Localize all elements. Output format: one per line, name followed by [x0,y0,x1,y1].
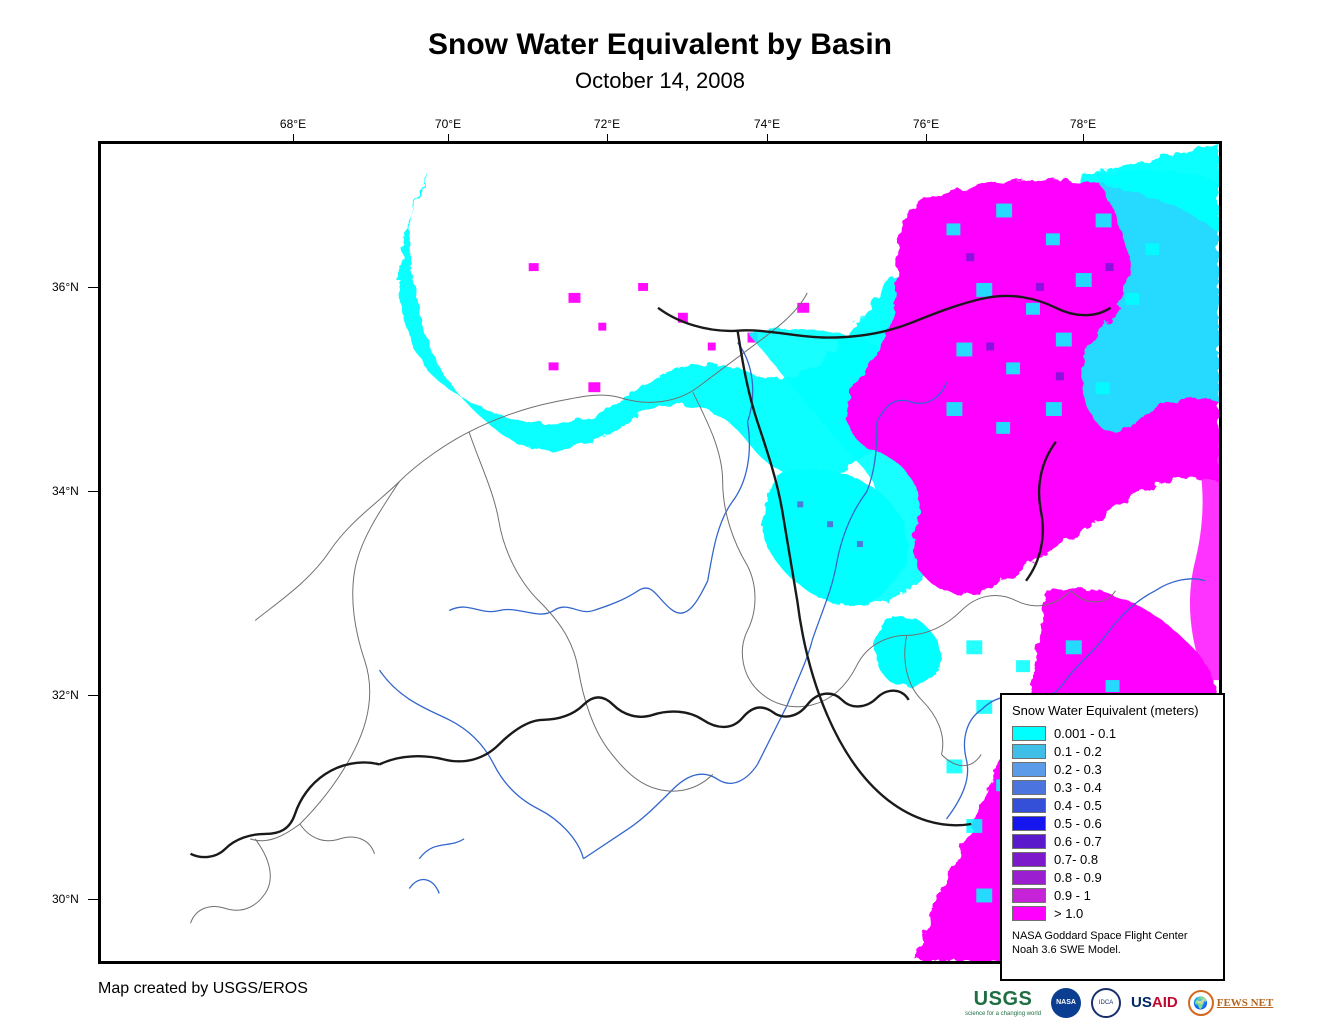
legend-label-10: > 1.0 [1054,906,1083,921]
legend-label-0: 0.001 - 0.1 [1054,726,1116,741]
title-block: Snow Water Equivalent by Basin October 1… [0,28,1320,94]
legend-row-0: 0.001 - 0.1 [1012,726,1213,741]
legend-label-7: 0.7- 0.8 [1054,852,1098,867]
logos-bar: USGS science for a changing world NASA I… [965,985,1320,1020]
lon-label-76: 76°E [913,117,939,131]
legend-row-5: 0.5 - 0.6 [1012,816,1213,831]
map-page: Snow Water Equivalent by Basin October 1… [0,0,1320,1020]
lon-label-72: 72°E [594,117,620,131]
legend-label-1: 0.1 - 0.2 [1054,744,1102,759]
legend-row-8: 0.8 - 0.9 [1012,870,1213,885]
legend-label-2: 0.2 - 0.3 [1054,762,1102,777]
usaid-aid-text: AID [1152,994,1178,1011]
nasa-icon: NASA [1051,988,1081,1018]
legend-row-2: 0.2 - 0.3 [1012,762,1213,777]
usaid-wordmark: USAID [1131,994,1178,1011]
lon-label-74: 74°E [754,117,780,131]
lat-label-34: 34°N [52,484,79,498]
legend-swatch-4 [1012,798,1046,813]
legend-swatch-0 [1012,726,1046,741]
sub-title: October 14, 2008 [0,68,1320,94]
legend-items-list: 0.001 - 0.1 0.1 - 0.2 0.2 - 0.3 0.3 - 0.… [1012,726,1213,921]
usgs-logo: USGS science for a changing world [965,988,1041,1017]
usgs-subtext: science for a changing world [965,1011,1041,1017]
lat-label-32: 32°N [52,688,79,702]
fewsnet-wordmark: FEWS NET [1217,997,1274,1009]
legend-row-10: > 1.0 [1012,906,1213,921]
legend-source: NASA Goddard Space Flight Center Noah 3.… [1012,929,1213,958]
legend-swatch-6 [1012,834,1046,849]
lon-label-70: 70°E [435,117,461,131]
legend-swatch-10 [1012,906,1046,921]
legend-title: Snow Water Equivalent (meters) [1012,703,1213,718]
legend-row-3: 0.3 - 0.4 [1012,780,1213,795]
legend-label-3: 0.3 - 0.4 [1054,780,1102,795]
legend-label-8: 0.8 - 0.9 [1054,870,1102,885]
legend-row-9: 0.9 - 1 [1012,888,1213,903]
usaid-us-text: US [1131,994,1152,1011]
lon-label-78: 78°E [1070,117,1096,131]
legend-row-1: 0.1 - 0.2 [1012,744,1213,759]
lat-label-36: 36°N [52,280,79,294]
legend-label-9: 0.9 - 1 [1054,888,1091,903]
legend-source-line-0: NASA Goddard Space Flight Center [1012,929,1213,943]
main-title: Snow Water Equivalent by Basin [0,28,1320,62]
lon-label-68: 68°E [280,117,306,131]
legend-row-6: 0.6 - 0.7 [1012,834,1213,849]
legend-label-5: 0.5 - 0.6 [1054,816,1102,831]
lat-label-30: 30°N [52,892,79,906]
legend-box: Snow Water Equivalent (meters) 0.001 - 0… [1000,693,1225,981]
legend-swatch-7 [1012,852,1046,867]
footer-credit: Map created by USGS/EROS [98,980,308,998]
legend-swatch-2 [1012,762,1046,777]
legend-label-4: 0.4 - 0.5 [1054,798,1102,813]
fewsnet-logo: 🌍 FEWS NET [1188,990,1274,1016]
legend-swatch-1 [1012,744,1046,759]
legend-row-7: 0.7- 0.8 [1012,852,1213,867]
legend-source-line-1: Noah 3.6 SWE Model. [1012,943,1213,957]
legend-swatch-8 [1012,870,1046,885]
legend-label-6: 0.6 - 0.7 [1054,834,1102,849]
usgs-wordmark: USGS [974,988,1033,1011]
legend-swatch-5 [1012,816,1046,831]
usaid-seal-icon: IDCA [1091,988,1121,1018]
legend-row-4: 0.4 - 0.5 [1012,798,1213,813]
fewsnet-globe-icon: 🌍 [1188,990,1214,1016]
legend-swatch-3 [1012,780,1046,795]
legend-swatch-9 [1012,888,1046,903]
